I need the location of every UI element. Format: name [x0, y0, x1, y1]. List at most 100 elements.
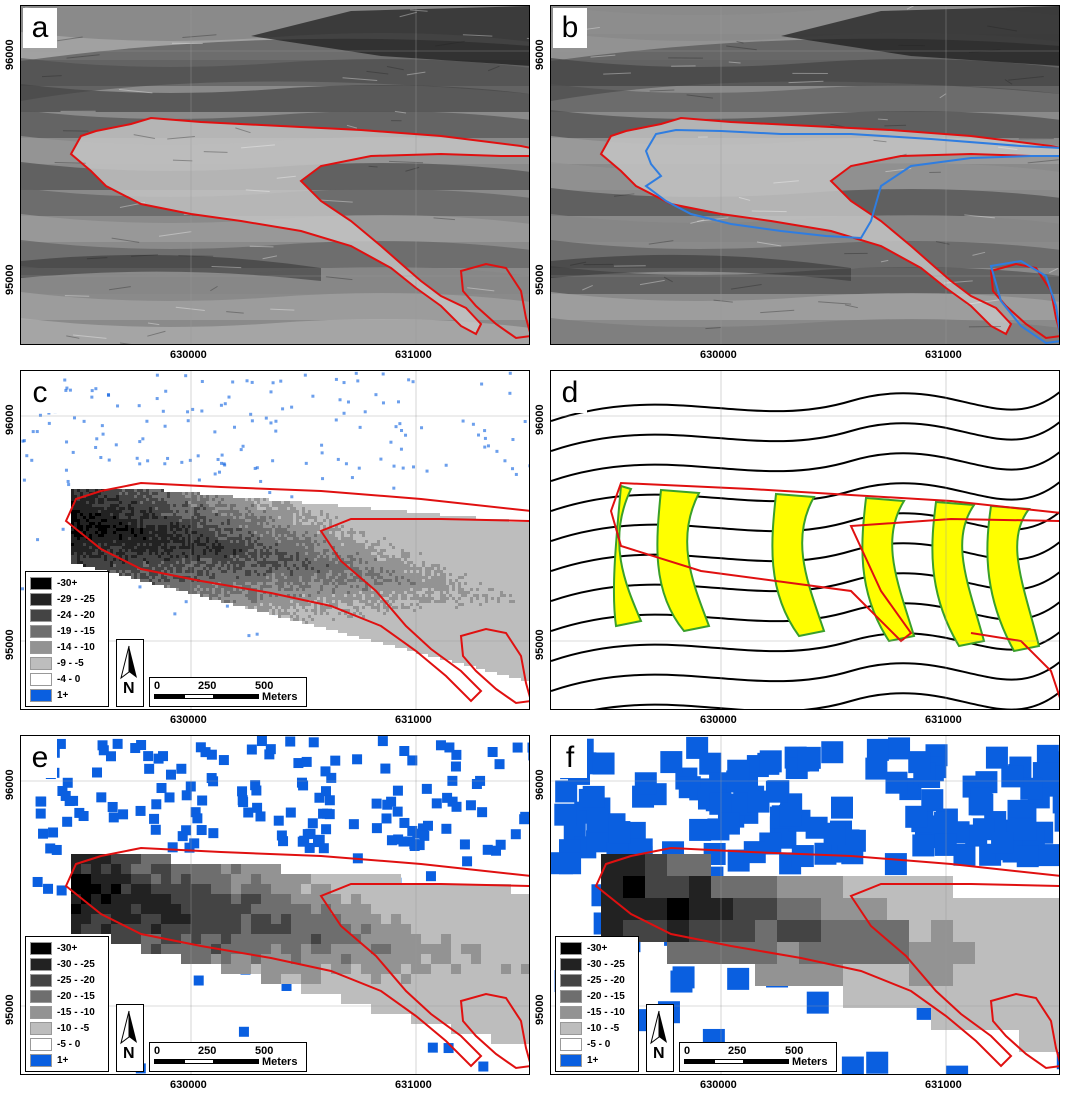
legend-item: -30 - -25: [30, 956, 104, 972]
landslide-outline: [64, 846, 529, 1068]
legend-label: -4 - 0: [57, 673, 81, 685]
secondary-outline: [459, 627, 529, 705]
panel-label: b: [553, 8, 587, 48]
legend-label: -10 - -5: [587, 1022, 620, 1034]
x-tick-label: 630000: [170, 349, 207, 361]
scale-segment: [744, 1059, 789, 1064]
scale-segment: [684, 1059, 714, 1064]
legend-label: -24 - -20: [57, 609, 95, 621]
x-tick-label: 631000: [925, 1079, 962, 1091]
x-tick-label: 630000: [170, 1079, 207, 1091]
north-arrow-icon: [120, 1010, 137, 1045]
north-arrow-icon: [120, 645, 137, 680]
legend: -30+ -30 - -25 -25 - -20 -20 - -15 -15 - -10…: [555, 936, 639, 1072]
legend-item: -29 - -25: [30, 591, 104, 607]
landslide-outline: [69, 116, 529, 336]
north-label: N: [653, 1045, 665, 1062]
legend-item: -30+: [560, 940, 634, 956]
y-tick-label: 96000: [4, 769, 16, 800]
secondary-outline: [989, 992, 1059, 1070]
x-tick-label: 630000: [700, 714, 737, 726]
legend-swatch: [30, 688, 52, 702]
scale-segment: [184, 694, 214, 699]
panel-label: a: [23, 8, 57, 48]
legend-label: -14 - -10: [57, 641, 95, 653]
legend-item: -15 - -10: [30, 1004, 104, 1020]
y-tick-label: 96000: [534, 404, 546, 435]
scale-bar: 0 250 500 Meters: [149, 677, 307, 707]
scale-segment: [714, 1059, 744, 1064]
legend-label: 1+: [57, 1054, 69, 1066]
legend-swatch: [30, 656, 52, 670]
legend-swatch: [560, 989, 582, 1003]
scale-unit: Meters: [262, 691, 298, 703]
scale-tick-label: 500: [255, 680, 274, 692]
panel-label: c: [23, 373, 57, 413]
legend-label: -25 - -20: [57, 974, 95, 986]
scale-segment: [214, 694, 259, 699]
panel-label: d: [553, 373, 587, 413]
legend-label: -30 - -25: [587, 958, 625, 970]
x-tick-label: 630000: [700, 1079, 737, 1091]
legend-item: 1+: [30, 687, 104, 703]
scale-bar: 0 250 500 Meters: [679, 1042, 837, 1072]
legend-label: -10 - -5: [57, 1022, 90, 1034]
legend-item: -9 - -5: [30, 655, 104, 671]
legend-swatch: [560, 957, 582, 971]
legend: -30+ -30 - -25 -25 - -20 -20 - -15 -15 - -10…: [25, 936, 109, 1072]
inner-outline-blue: [644, 128, 1059, 240]
north-label: N: [123, 680, 135, 697]
map-panel-a: a: [20, 5, 530, 345]
legend-item: -10 - -5: [30, 1020, 104, 1036]
x-tick-label: 631000: [395, 1079, 432, 1091]
scale-tick-label: 0: [154, 680, 161, 692]
legend-label: -9 - -5: [57, 657, 84, 669]
legend-swatch: [30, 941, 52, 955]
north-arrow: N: [646, 1004, 674, 1072]
y-tick-label: 95000: [4, 264, 16, 295]
map-panel-f: f -30+ -30 - -25 -25 - -20 -20 - -15 -15 - -1…: [550, 735, 1060, 1075]
x-tick-label: 631000: [395, 349, 432, 361]
landslide-outline: [64, 481, 529, 703]
scale-tick-label: 0: [684, 1045, 691, 1057]
legend-label: -29 - -25: [57, 593, 95, 605]
y-tick-label: 96000: [4, 404, 16, 435]
legend-item: 1+: [560, 1052, 634, 1068]
x-tick-label: 630000: [700, 349, 737, 361]
legend-label: 1+: [587, 1054, 599, 1066]
legend-swatch: [30, 576, 52, 590]
map-panel-e: e -30+ -30 - -25 -25 - -20 -20 - -15 -15 - -1…: [20, 735, 530, 1075]
legend-swatch: [560, 1053, 582, 1067]
north-arrow: N: [116, 639, 144, 707]
x-tick-label: 630000: [170, 714, 207, 726]
legend-swatch: [560, 1005, 582, 1019]
legend-label: 1+: [57, 689, 69, 701]
y-tick-label: 95000: [4, 994, 16, 1025]
legend-item: -14 - -10: [30, 639, 104, 655]
y-tick-label: 95000: [4, 629, 16, 660]
north-arrow-icon: [650, 1010, 667, 1045]
legend-item: -19 - -15: [30, 623, 104, 639]
y-tick-label: 95000: [534, 629, 546, 660]
legend-label: -5 - 0: [587, 1038, 611, 1050]
y-tick-label: 95000: [534, 264, 546, 295]
legend-item: -25 - -20: [30, 972, 104, 988]
map-image-d: [551, 371, 1059, 709]
x-tick-label: 631000: [925, 349, 962, 361]
scale-tick-label: 500: [255, 1045, 274, 1057]
inner-outline-blue-lobe: [989, 259, 1059, 344]
legend-item: -10 - -5: [560, 1020, 634, 1036]
scale-tick-label: 250: [728, 1045, 747, 1057]
legend-label: -30+: [57, 942, 78, 954]
legend-item: -30 - -25: [560, 956, 634, 972]
legend-swatch: [30, 957, 52, 971]
legend-swatch: [560, 1021, 582, 1035]
scale-tick-label: 250: [198, 680, 217, 692]
panel-label: e: [23, 738, 57, 778]
legend-label: -19 - -15: [57, 625, 95, 637]
panel-label: f: [553, 738, 587, 778]
legend-swatch: [30, 640, 52, 654]
legend-item: -5 - 0: [30, 1036, 104, 1052]
legend-item: -4 - 0: [30, 671, 104, 687]
legend-label: -30+: [57, 577, 78, 589]
